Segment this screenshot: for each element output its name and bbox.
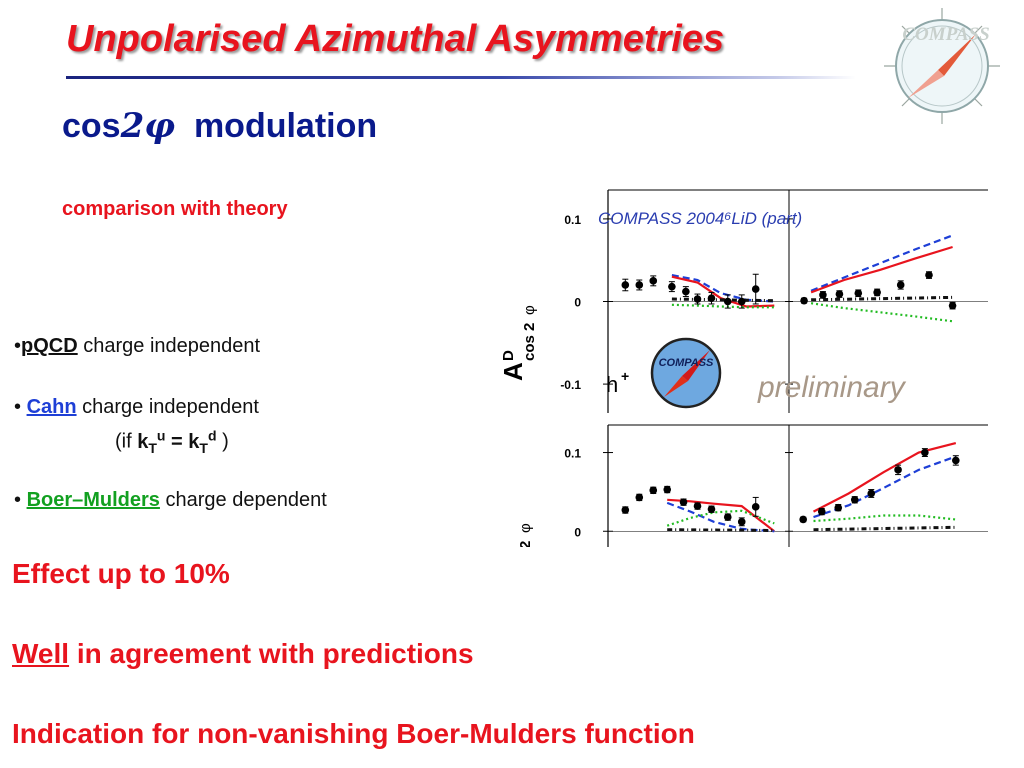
data-point [751,503,760,511]
inset-compass-logo-icon: COMPASS [650,337,722,409]
data-point [723,297,732,306]
y-axis-label-sup: D [500,350,517,361]
y-axis-label-sub: cos 2 [521,323,538,361]
data-point [854,289,863,298]
data-point [952,456,960,465]
data-point [663,485,672,494]
y-tick-label: 0 [574,296,581,310]
data-point [896,281,905,289]
curve-cahn-boer-mulders [812,442,957,513]
title-underline [66,76,856,79]
curve-boer-mulders [810,302,953,323]
y-tick-label: 0.1 [564,447,581,461]
particle-label: h [606,372,618,397]
data-point [817,507,826,516]
bottom-y-axis-label: 2 φ [517,523,534,547]
data-point [649,486,658,495]
conclusion-effect: Effect up to 10% [12,558,230,589]
data-point [921,448,929,457]
data-point [873,288,881,297]
curve-cahn-boer-mulders [810,245,953,294]
asymmetry-chart: 0.1 0 -0.1 0.1 0 COMPASS 2004⁶LiD (part) A D… [500,189,988,547]
subtitle-phi: φ [144,106,176,146]
y-axis-label: A D cos 2 φ [500,305,538,381]
subtitle: cos2φ modulation [62,106,377,146]
data-point [693,502,702,510]
y-tick-label: -0.1 [560,378,581,392]
conclusion-agreement: Well in agreement with predictions [12,638,474,669]
data-point [693,295,702,303]
comparison-label: comparison with theory [62,198,288,220]
y-tick-label: 0.1 [564,213,581,227]
curve-pqcd [813,525,956,532]
y-axis-label-phi: φ [521,305,538,315]
data-point [835,290,844,298]
subtitle-modulation: modulation [193,107,378,145]
chart-title: COMPASS 2004⁶LiD (part) [598,209,802,228]
pqcd-keyword: pQCD [21,335,78,357]
data-point [621,281,630,289]
bullet-cahn: • Cahn charge independent [14,396,259,418]
conclusion-indication: Indication for non-vanishing Boer-Mulder… [12,718,695,749]
data-point [707,505,716,514]
slide-title: Unpolarised Azimuthal Asymmetries [66,18,725,60]
y-axis-label-main: A [500,362,528,381]
bottom-y-axis-label-phi: φ [517,523,534,533]
data-point [649,277,658,285]
curve-pqcd [811,295,953,302]
compass-logo-icon: COMPASS [884,8,1000,124]
preliminary-watermark: preliminary [757,371,907,404]
data-point [834,503,843,512]
y-tick-label: 0 [574,525,581,539]
subtitle-two: 2 [120,106,145,146]
particle-charge: + [621,368,629,384]
data-point [635,493,644,502]
data-point [800,296,808,305]
curve-pqcd [667,528,775,532]
data-point [850,495,859,504]
data-point [668,282,676,291]
curve-cahn [810,234,953,292]
cahn-keyword: Cahn [26,396,77,418]
data-point [894,466,902,474]
data-point [682,287,690,296]
data-point [751,285,760,293]
data-point [707,294,716,302]
data-point [867,489,876,498]
curve-pqcd [671,297,775,303]
boer-mulders-keyword: Boer–Mulders [26,489,160,511]
bullet-boer-mulders: • Boer–Mulders charge dependent [14,489,327,511]
bullet-pqcd: •pQCD charge independent [14,335,261,357]
data-point [621,506,630,514]
cahn-condition: (if kTu = kTd ) [115,427,229,456]
data-point [925,271,933,279]
data-point [799,515,807,524]
data-point [723,513,732,521]
curve-boer-mulders [666,509,775,527]
data-point [948,301,957,310]
data-point [679,498,688,506]
curve-cahn-boer-mulders [671,275,775,308]
inset-logo-text: COMPASS [659,357,714,369]
logo-text: COMPASS [902,24,989,45]
bottom-y-axis-label-sub: 2 [517,541,534,547]
subtitle-cos: cos [62,107,121,145]
data-point [635,281,644,289]
data-point [737,297,746,306]
data-point [737,518,746,526]
curve-boer-mulders [813,514,956,523]
data-point [819,291,827,299]
